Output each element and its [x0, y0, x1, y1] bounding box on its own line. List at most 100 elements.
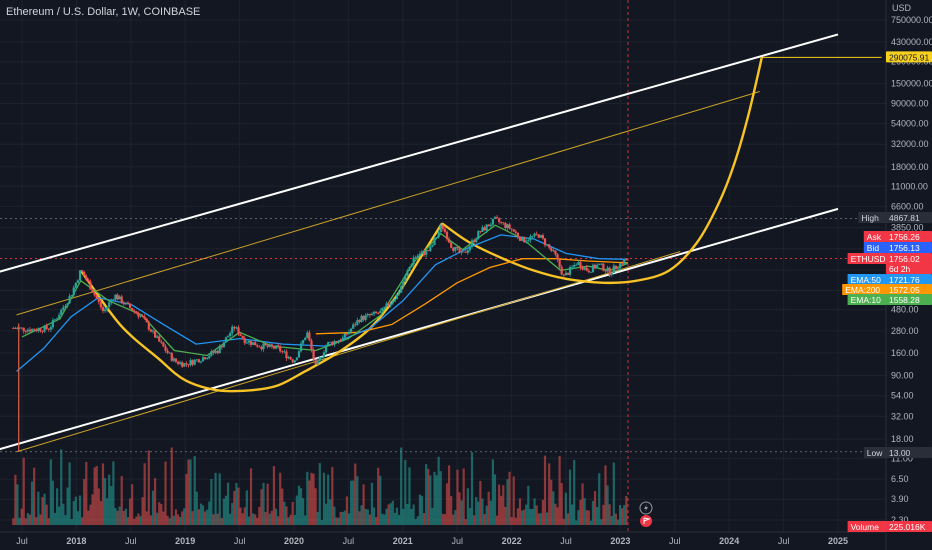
price-tick-label: 750000.00: [891, 15, 932, 25]
candle: [329, 341, 332, 343]
volume-bar: [179, 516, 182, 525]
candle: [106, 306, 109, 310]
volume-bar: [158, 502, 161, 525]
volume-bar: [237, 487, 240, 525]
volume-bar: [435, 475, 438, 525]
candle: [101, 307, 105, 311]
candle: [510, 228, 513, 230]
volume-bar: [498, 484, 501, 525]
volume-bar: [612, 462, 615, 525]
volume-bar: [316, 511, 319, 525]
price-tick-label: 11000.00: [891, 181, 928, 191]
volume-bar: [366, 509, 369, 525]
price-tag-label: High: [861, 213, 879, 223]
volume-bar: [93, 467, 96, 525]
price-tick-label: 32.00: [891, 411, 914, 421]
time-tick-label: Jul: [16, 536, 28, 546]
candle: [439, 225, 442, 233]
volume-bar: [37, 491, 40, 525]
flag-icon[interactable]: [640, 515, 652, 527]
volume-bar: [452, 514, 455, 525]
candle: [47, 328, 50, 330]
lightning-icon[interactable]: [639, 501, 653, 515]
price-tick-label: 90.00: [891, 371, 914, 381]
volume-bar: [387, 504, 390, 525]
time-tick-label: Jul: [778, 536, 790, 546]
candle: [616, 268, 620, 270]
candle: [560, 266, 563, 275]
candle: [322, 352, 326, 358]
volume-bar: [160, 504, 163, 525]
candle: [191, 360, 194, 365]
candle: [583, 267, 586, 270]
candle: [268, 344, 271, 347]
price-tick-label: 6.50: [891, 474, 909, 484]
price-tag-label-bg: [863, 242, 886, 253]
candle: [189, 360, 192, 366]
candle: [520, 236, 524, 241]
candle: [416, 255, 419, 258]
price-tick-label: 3.90: [891, 494, 909, 504]
candle: [297, 351, 301, 358]
volume-bar: [281, 488, 284, 525]
volume-bar: [402, 508, 405, 525]
volume-bar: [327, 474, 330, 525]
candle: [420, 251, 424, 254]
candle: [224, 337, 228, 343]
candle: [258, 346, 261, 348]
candle: [156, 336, 159, 338]
candle: [625, 259, 628, 261]
time-tick-label: 2020: [284, 536, 304, 546]
candle: [204, 357, 207, 360]
volume-bar: [556, 507, 559, 525]
chart-icons[interactable]: [639, 501, 653, 527]
volume-bar: [314, 488, 317, 525]
volume-bar: [523, 509, 526, 525]
candle: [216, 350, 219, 354]
volume-bar: [433, 471, 436, 525]
volume-bar: [520, 510, 524, 525]
volume-bar: [99, 500, 102, 525]
volume-bar: [566, 513, 570, 525]
candle: [600, 263, 603, 265]
candle: [360, 315, 363, 322]
volume-bar: [331, 467, 334, 525]
candle: [312, 349, 315, 360]
volume-bar: [545, 512, 549, 525]
candle: [460, 251, 463, 253]
candle: [28, 329, 32, 332]
candle: [118, 296, 121, 300]
volume-bar: [287, 517, 290, 525]
volume-bar: [120, 476, 123, 525]
candle: [141, 315, 144, 317]
candle: [35, 330, 38, 332]
volume-bar: [456, 469, 459, 525]
volume-bar: [443, 514, 447, 525]
price-tick-label: 6600.00: [891, 201, 924, 211]
price-tag-value: 1558.28: [889, 295, 920, 305]
price-tag-value-bg: [886, 231, 932, 242]
candle: [320, 357, 323, 358]
candle: [358, 320, 361, 322]
volume-bar: [139, 516, 142, 525]
candle: [310, 340, 313, 350]
time-axis[interactable]: Jul 2018 Jul 2019 Jul 2020 Jul 2021 Jul 2022 Jul 20…: [0, 531, 886, 546]
candle: [566, 272, 570, 275]
volume-bar: [118, 506, 121, 525]
chart-title: Ethereum / U.S. Dollar, 1W, COINBASE: [6, 6, 201, 18]
volume-bar: [591, 500, 595, 525]
candle: [612, 265, 615, 274]
price-tag-label-bg: [863, 231, 886, 242]
volume-bar: [616, 519, 620, 525]
candle: [541, 235, 545, 239]
volume-bar: [312, 473, 315, 525]
volume-bar: [264, 512, 267, 525]
volume-bar: [362, 484, 365, 525]
candle: [78, 270, 82, 281]
time-tick-label: 2018: [66, 536, 86, 546]
volume-bar: [260, 489, 263, 525]
volume-bar: [618, 504, 622, 525]
price-tag-label: Ask: [867, 232, 882, 242]
volume-bar: [431, 507, 434, 525]
